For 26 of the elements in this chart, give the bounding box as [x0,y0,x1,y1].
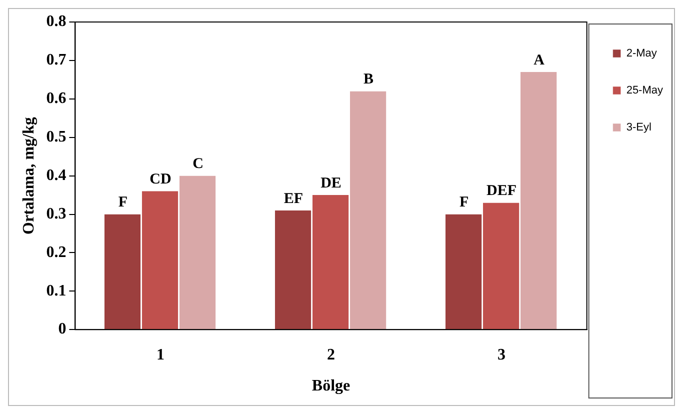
x-axis-title: Bölge [312,378,350,395]
data-label: F [459,194,469,211]
y-tick-label: 0 [58,320,66,338]
data-label: DE [320,175,342,192]
legend-label: 25-May [626,84,664,97]
y-tick-label: 0.1 [46,282,66,300]
y-tick-label: 0.2 [46,244,66,261]
data-label: A [534,52,545,68]
data-label: DEF [486,183,517,200]
y-tick-label: 0.5 [46,128,66,146]
data-label: EF [284,190,304,207]
x-tick-label: 1 [156,346,164,364]
legend-label: 2-May [626,48,658,60]
y-tick-label: 0.8 [46,13,66,30]
y-tick-label: 0.4 [46,166,66,184]
x-tick-label: 3 [498,346,506,364]
y-tick-label: 0.7 [46,52,66,69]
legend-label: 3-Eyl [626,122,652,134]
y-axis-title: Ortalama, mg/kg [20,117,38,234]
data-label: B [364,72,374,88]
data-label: F [118,194,128,211]
x-tick-label: 2 [327,346,336,364]
data-label: C [192,156,204,172]
data-label: CD [150,172,172,188]
y-tick-label: 0.3 [46,205,66,222]
y-tick-label: 0.6 [46,90,66,108]
